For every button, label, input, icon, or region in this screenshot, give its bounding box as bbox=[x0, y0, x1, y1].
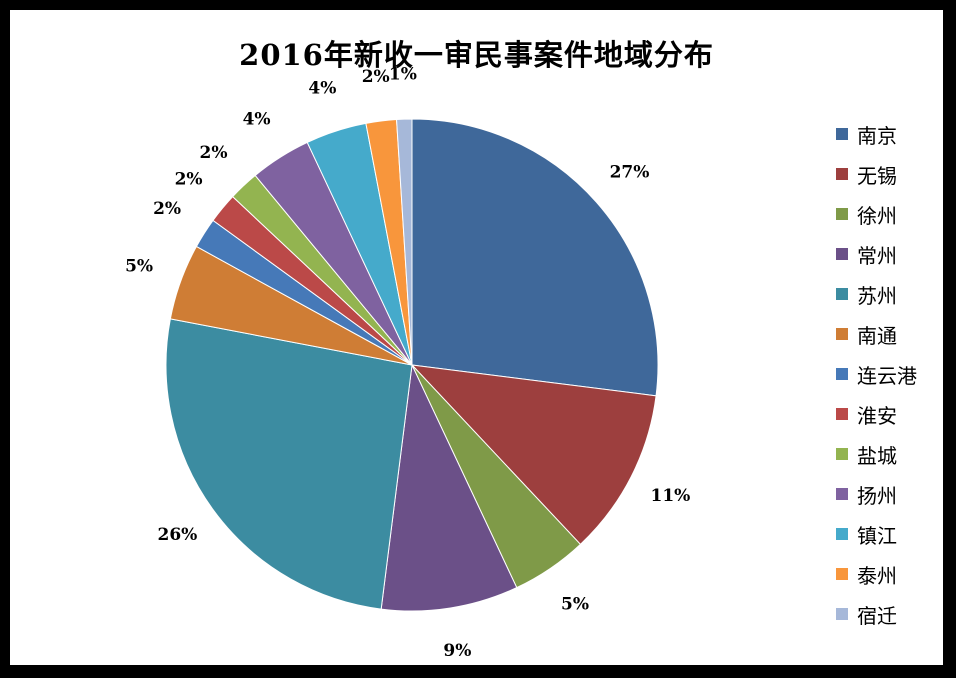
slice-data-label: 2% bbox=[362, 67, 390, 87]
legend-label: 无锡 bbox=[857, 163, 897, 188]
legend-item: 常州 bbox=[836, 234, 917, 274]
legend-swatch bbox=[836, 328, 848, 340]
legend-item: 宿迁 bbox=[836, 594, 917, 634]
chart-title: 2016年新收一审民事案件地域分布 bbox=[239, 38, 714, 72]
pie-slice-13 bbox=[396, 118, 413, 366]
pie-slice-5 bbox=[165, 318, 413, 610]
legend-label: 连云港 bbox=[857, 363, 917, 388]
legend-swatch bbox=[836, 168, 848, 180]
legend-item: 苏州 bbox=[836, 274, 917, 314]
legend-label: 南通 bbox=[857, 323, 897, 348]
legend-item: 南通 bbox=[836, 314, 917, 354]
slice-data-label: 2% bbox=[200, 143, 228, 163]
legend-label: 泰州 bbox=[857, 563, 897, 588]
pie-chart: 27%11%5%9%26%5%2%2%2%4%4%2% 1% bbox=[125, 65, 690, 661]
legend-label: 盐城 bbox=[857, 443, 897, 468]
legend-swatch bbox=[836, 568, 848, 580]
legend-label: 南京 bbox=[857, 123, 897, 148]
legend-swatch bbox=[836, 208, 848, 220]
legend-swatch bbox=[836, 608, 848, 620]
slice-data-label: 1% bbox=[389, 65, 417, 85]
legend-item: 连云港 bbox=[836, 354, 917, 394]
legend-item: 无锡 bbox=[836, 154, 917, 194]
legend-swatch bbox=[836, 128, 848, 140]
pie-slice-4 bbox=[380, 363, 518, 612]
legend-swatch bbox=[836, 528, 848, 540]
slice-data-label: 5% bbox=[125, 256, 153, 276]
legend-item: 扬州 bbox=[836, 474, 917, 514]
slice-data-label: 11% bbox=[650, 486, 690, 506]
slice-data-label: 2% bbox=[175, 170, 203, 190]
legend-item: 南京 bbox=[836, 114, 917, 154]
legend-item: 盐城 bbox=[836, 434, 917, 474]
slice-data-label: 5% bbox=[561, 594, 589, 614]
legend: 南京无锡徐州常州苏州南通连云港淮安盐城扬州镇江泰州宿迁 bbox=[836, 114, 917, 634]
legend-label: 淮安 bbox=[857, 403, 897, 428]
legend-item: 泰州 bbox=[836, 554, 917, 594]
chart-area: 2016年新收一审民事案件地域分布 27% 11% 5% 9% 26% 5% 2% 2% 2% 4… bbox=[10, 10, 943, 665]
pie-slice-1 bbox=[411, 118, 659, 397]
slice-data-label: 27% bbox=[610, 163, 650, 183]
legend-swatch bbox=[836, 368, 848, 380]
legend-swatch bbox=[836, 448, 848, 460]
slice-data-label: 4% bbox=[308, 79, 336, 99]
slice-data-label: 4% bbox=[243, 110, 271, 130]
legend-label: 常州 bbox=[857, 243, 897, 268]
legend-swatch bbox=[836, 488, 848, 500]
legend-label: 镇江 bbox=[857, 523, 897, 548]
legend-swatch bbox=[836, 288, 848, 300]
legend-item: 淮安 bbox=[836, 394, 917, 434]
legend-swatch bbox=[836, 408, 848, 420]
legend-label: 徐州 bbox=[857, 203, 897, 228]
legend-label: 苏州 bbox=[857, 283, 897, 308]
slice-data-label: 2% bbox=[153, 199, 181, 219]
legend-item: 镇江 bbox=[836, 514, 917, 554]
slice-data-label: 9% bbox=[443, 641, 471, 661]
legend-item: 徐州 bbox=[836, 194, 917, 234]
legend-label: 扬州 bbox=[857, 483, 897, 508]
slice-data-label: 26% bbox=[157, 525, 197, 545]
legend-swatch bbox=[836, 248, 848, 260]
pie-slice-2 bbox=[410, 364, 657, 546]
legend-label: 宿迁 bbox=[857, 603, 897, 628]
